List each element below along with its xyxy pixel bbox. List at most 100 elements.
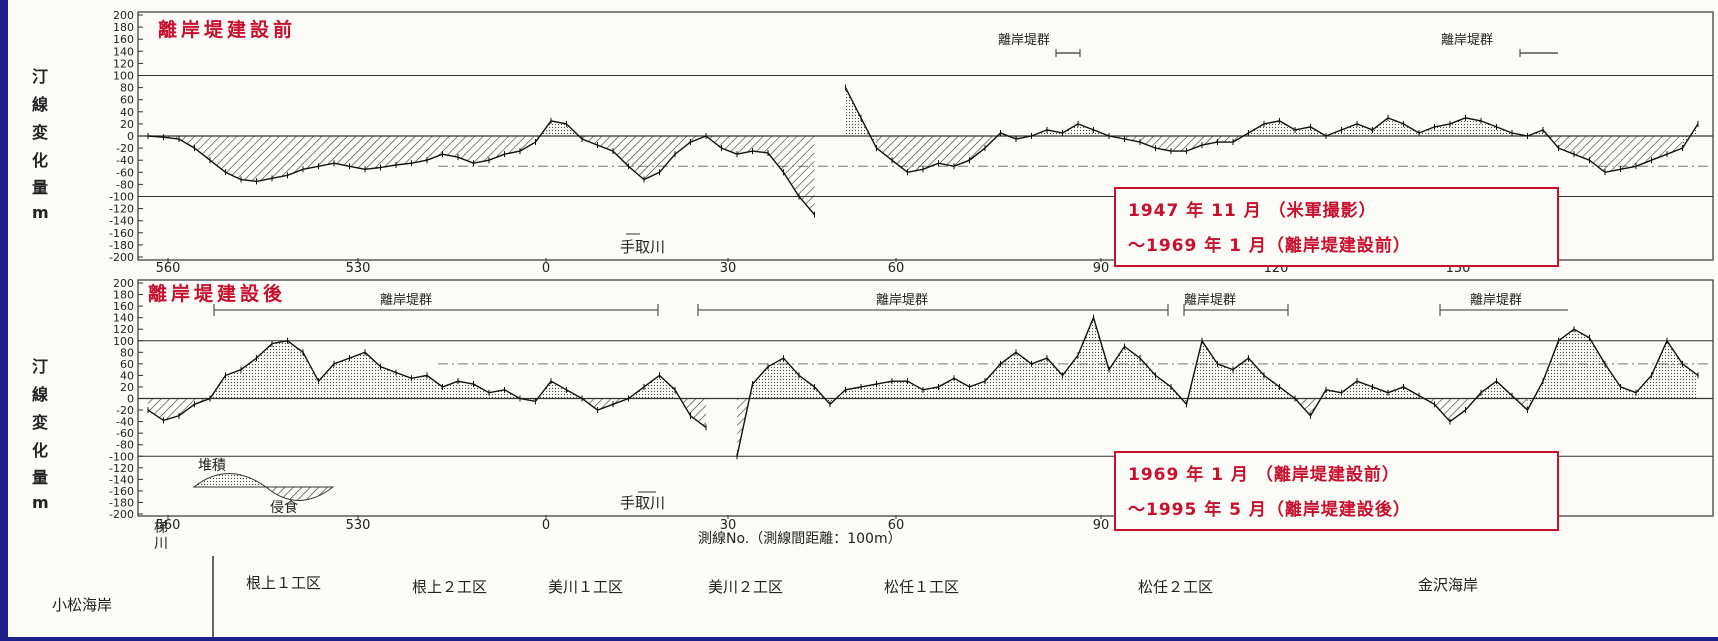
x-axis-title: 測線No.（測線間距離：100m）: [698, 530, 902, 547]
accretion-area: [1372, 117, 1388, 136]
accretion-area: [892, 381, 908, 399]
accretion-area: [1372, 386, 1388, 399]
legend-erosion-label: 侵食: [270, 499, 298, 516]
erosion-area: [1171, 136, 1187, 152]
y-tick-label: -120: [109, 462, 134, 475]
y-label-char: 量: [32, 468, 48, 487]
top-y-ticks: 200180160140120100806040200-20-40-60-80-…: [109, 9, 143, 264]
erosion-area: [334, 136, 350, 167]
legend-accretion-swatch: [192, 473, 268, 488]
zone-label: 根上２工区: [412, 578, 487, 596]
accretion-area: [1341, 381, 1357, 399]
erosion-area: [768, 136, 784, 173]
x-tick-label: 530: [346, 261, 371, 276]
accretion-area: [1109, 346, 1125, 399]
accretion-area: [1062, 355, 1078, 399]
accretion-area: [1093, 317, 1109, 399]
y-tick-label: -60: [116, 427, 134, 440]
y-tick-label: -80: [116, 178, 134, 191]
zone-label: 根上１工区: [246, 574, 321, 592]
accretion-area: [644, 375, 660, 399]
accretion-area: [1202, 340, 1218, 399]
erosion-area: [411, 136, 427, 164]
accretion-area: [1388, 117, 1404, 136]
construction-zones: 小松海岸 根上１工区 根上２工区 美川１工区 美川２工区 松任１工区 松任２工区…: [52, 556, 1478, 637]
y-tick-label: 40: [120, 369, 134, 382]
x-origin-label-2: 川: [154, 536, 168, 552]
accretion-area: [458, 381, 474, 399]
y-tick-label: -100: [109, 450, 134, 463]
x-tick-label: 30: [720, 261, 737, 276]
erosion-area: [318, 136, 334, 167]
accretion-area: [1326, 389, 1342, 399]
erosion-area: [582, 136, 598, 146]
top-period-box: [1114, 187, 1559, 267]
x-tick-label: 560: [156, 518, 181, 533]
erosion-area: [179, 398, 195, 416]
erosion-area: [1124, 136, 1140, 143]
accretion-area: [1124, 346, 1140, 399]
accretion-area: [1357, 381, 1373, 399]
erosion-area: [287, 136, 303, 176]
y-tick-label: -60: [116, 166, 134, 179]
x-tick-label: 560: [156, 261, 181, 276]
breakwater-group-label: 離岸堤群: [1470, 293, 1522, 308]
accretion-area: [380, 366, 396, 399]
top-period-line-1: 1947 年 11 月 （米軍撮影）: [1128, 200, 1377, 221]
breakwater-group-label: 離岸堤群: [1441, 33, 1493, 48]
accretion-area: [1434, 123, 1450, 136]
accretion-area: [442, 381, 458, 399]
accretion-area: [1496, 126, 1512, 136]
erosion-area: [225, 136, 241, 180]
accretion-area: [225, 369, 241, 399]
zone-label: 松任１工区: [884, 578, 959, 596]
erosion-area: [644, 136, 660, 180]
accretion-area: [845, 386, 861, 399]
y-tick-label: 80: [120, 82, 134, 95]
accretion-area: [551, 381, 567, 399]
erosion-area: [241, 136, 257, 182]
breakwater-group-label: 離岸堤群: [1184, 293, 1236, 308]
breakwater-group-label: 離岸堤群: [876, 293, 928, 308]
accretion-area: [1016, 352, 1032, 399]
x-tick-label: 30: [720, 518, 737, 533]
top-panel-title: 離岸堤建設前: [158, 18, 296, 41]
accretion-area: [1574, 329, 1590, 399]
accretion-area: [1357, 123, 1373, 136]
x-tick-label: 90: [1093, 518, 1110, 533]
accretion-area: [334, 358, 350, 399]
accretion-area: [1000, 352, 1016, 399]
top-period-line-2: ～1969 年 1 月（離岸堤建設前）: [1128, 235, 1411, 256]
erosion-area: [1589, 136, 1605, 173]
erosion-area: [752, 136, 768, 153]
accretion-area: [1078, 317, 1094, 399]
accretion-area: [287, 340, 303, 399]
y-tick-label: 60: [120, 358, 134, 371]
y-label-char: 汀: [32, 67, 48, 86]
accretion-area: [1651, 340, 1667, 399]
accretion-area: [349, 352, 365, 399]
erosion-area: [365, 136, 381, 170]
y-tick-label: 60: [120, 94, 134, 107]
top-x-ticks: 560 530 0 30 60 90 120 150: [156, 258, 1470, 276]
accretion-area: [1140, 358, 1156, 399]
zone-label: 金沢海岸: [1418, 576, 1478, 594]
erosion-area: [489, 136, 505, 161]
accretion-area: [1171, 386, 1187, 405]
erosion-area: [1465, 392, 1481, 411]
erosion-area: [504, 136, 520, 155]
y-label-char: 化: [32, 151, 48, 170]
y-tick-label: -180: [109, 496, 134, 509]
accretion-area: [551, 120, 567, 136]
y-tick-label: 160: [113, 33, 134, 46]
y-label-char: 変: [32, 123, 48, 142]
accretion-area: [954, 378, 970, 399]
accretion-area: [861, 384, 877, 399]
y-tick-label: 120: [113, 323, 134, 336]
erosion-area: [427, 136, 443, 161]
y-tick-label: -20: [116, 142, 134, 155]
accretion-area: [1450, 117, 1466, 136]
accretion-area: [923, 386, 939, 399]
top-panel: 200180160140120100806040200-20-40-60-80-…: [109, 9, 1714, 276]
accretion-area: [1667, 340, 1683, 399]
